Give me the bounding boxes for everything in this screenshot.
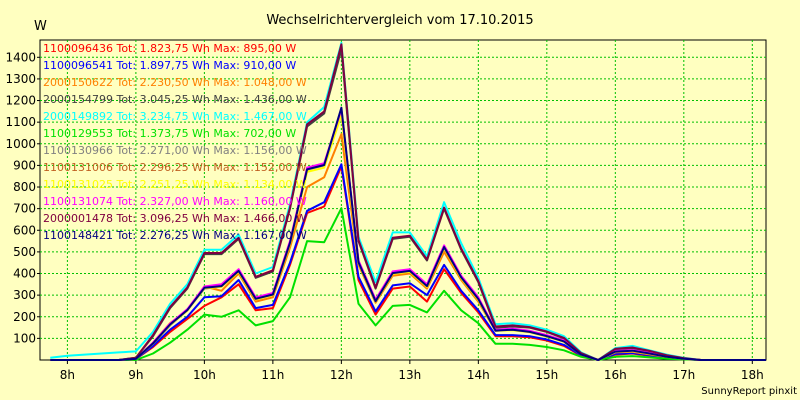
series-line-1100129553 <box>50 207 766 361</box>
x-axis-ticks: 8h 9h 10h 11h 12h 13h 14h 15h 16h 17h 18h <box>60 360 764 382</box>
x-tick-label: 17h <box>672 368 695 382</box>
legend-entry-2000150622: 2000150622 Tot: 2.230,50 Wh Max: 1.048,0… <box>43 76 307 89</box>
legend-entry-2000149892: 2000149892 Tot: 3.234,75 Wh Max: 1.467,0… <box>43 110 307 123</box>
y-tick-label: 400 <box>13 267 36 281</box>
y-axis-ticks: 100 200 300 400 500 600 700 800 900 1000 1100 1200 1… <box>5 50 40 345</box>
y-tick-label: 500 <box>13 245 36 259</box>
y-tick-label: 1400 <box>5 50 36 64</box>
y-axis-unit-label: W <box>34 19 47 34</box>
x-tick-label: 9h <box>128 368 143 382</box>
series-line-1100148421 <box>50 106 766 361</box>
legend-entry-1100131006: 1100131006 Tot: 2.296,25 Wh Max: 1.152,0… <box>43 161 307 174</box>
y-tick-label: 1200 <box>5 94 36 108</box>
y-tick-label: 700 <box>13 202 36 216</box>
legend-entry-1100130966: 1100130966 Tot: 2.271,00 Wh Max: 1.156,0… <box>43 144 307 157</box>
legend-entry-1100131074: 1100131074 Tot: 2.327,00 Wh Max: 1.160,0… <box>43 195 307 208</box>
legend-entry-2000001478: 2000001478 Tot: 3.096,25 Wh Max: 1.466,0… <box>43 212 307 225</box>
x-tick-label: 8h <box>60 368 75 382</box>
legend-entry-1100131025: 1100131025 Tot: 2.251,25 Wh Max: 1.134,0… <box>43 178 307 191</box>
series-line-2000001478 <box>50 43 766 361</box>
y-tick-label: 100 <box>13 331 36 345</box>
y-tick-label: 300 <box>13 288 36 302</box>
x-tick-label: 16h <box>604 368 627 382</box>
legend: 1100096436 Tot: 1.823,75 Wh Max: 895,00 … <box>43 42 307 242</box>
y-tick-label: 800 <box>13 180 36 194</box>
y-tick-label: 600 <box>13 223 36 237</box>
legend-entry-1100148421: 1100148421 Tot: 2.276,25 Wh Max: 1.167,0… <box>43 229 307 242</box>
legend-entry-2000154799: 2000154799 Tot: 3.045,25 Wh Max: 1.436,0… <box>43 93 307 106</box>
x-tick-label: 10h <box>193 368 216 382</box>
y-tick-label: 1000 <box>5 137 36 151</box>
plot-area-frame <box>39 39 767 361</box>
footer-credit: SunnyReport pinxit <box>701 386 797 397</box>
x-tick-label: 18h <box>741 368 764 382</box>
x-tick-label: 13h <box>398 368 421 382</box>
x-tick-label: 14h <box>467 368 490 382</box>
chart-title: Wechselrichtervergleich vom 17.10.2015 <box>266 13 533 28</box>
x-tick-label: 11h <box>261 368 284 382</box>
y-tick-label: 200 <box>13 310 36 324</box>
y-tick-label: 1100 <box>5 115 36 129</box>
y-tick-label: 900 <box>13 158 36 172</box>
legend-entry-1100096436: 1100096436 Tot: 1.823,75 Wh Max: 895,00 … <box>43 42 296 55</box>
grid-lines <box>40 40 766 360</box>
legend-entry-1100096541: 1100096541 Tot: 1.897,75 Wh Max: 910,00 … <box>43 59 296 72</box>
x-tick-label: 12h <box>330 368 353 382</box>
y-tick-label: 1300 <box>5 72 36 86</box>
legend-entry-1100129553: 1100129553 Tot: 1.373,75 Wh Max: 702,00 … <box>43 127 296 140</box>
series-lines <box>50 41 766 361</box>
x-tick-label: 15h <box>535 368 558 382</box>
